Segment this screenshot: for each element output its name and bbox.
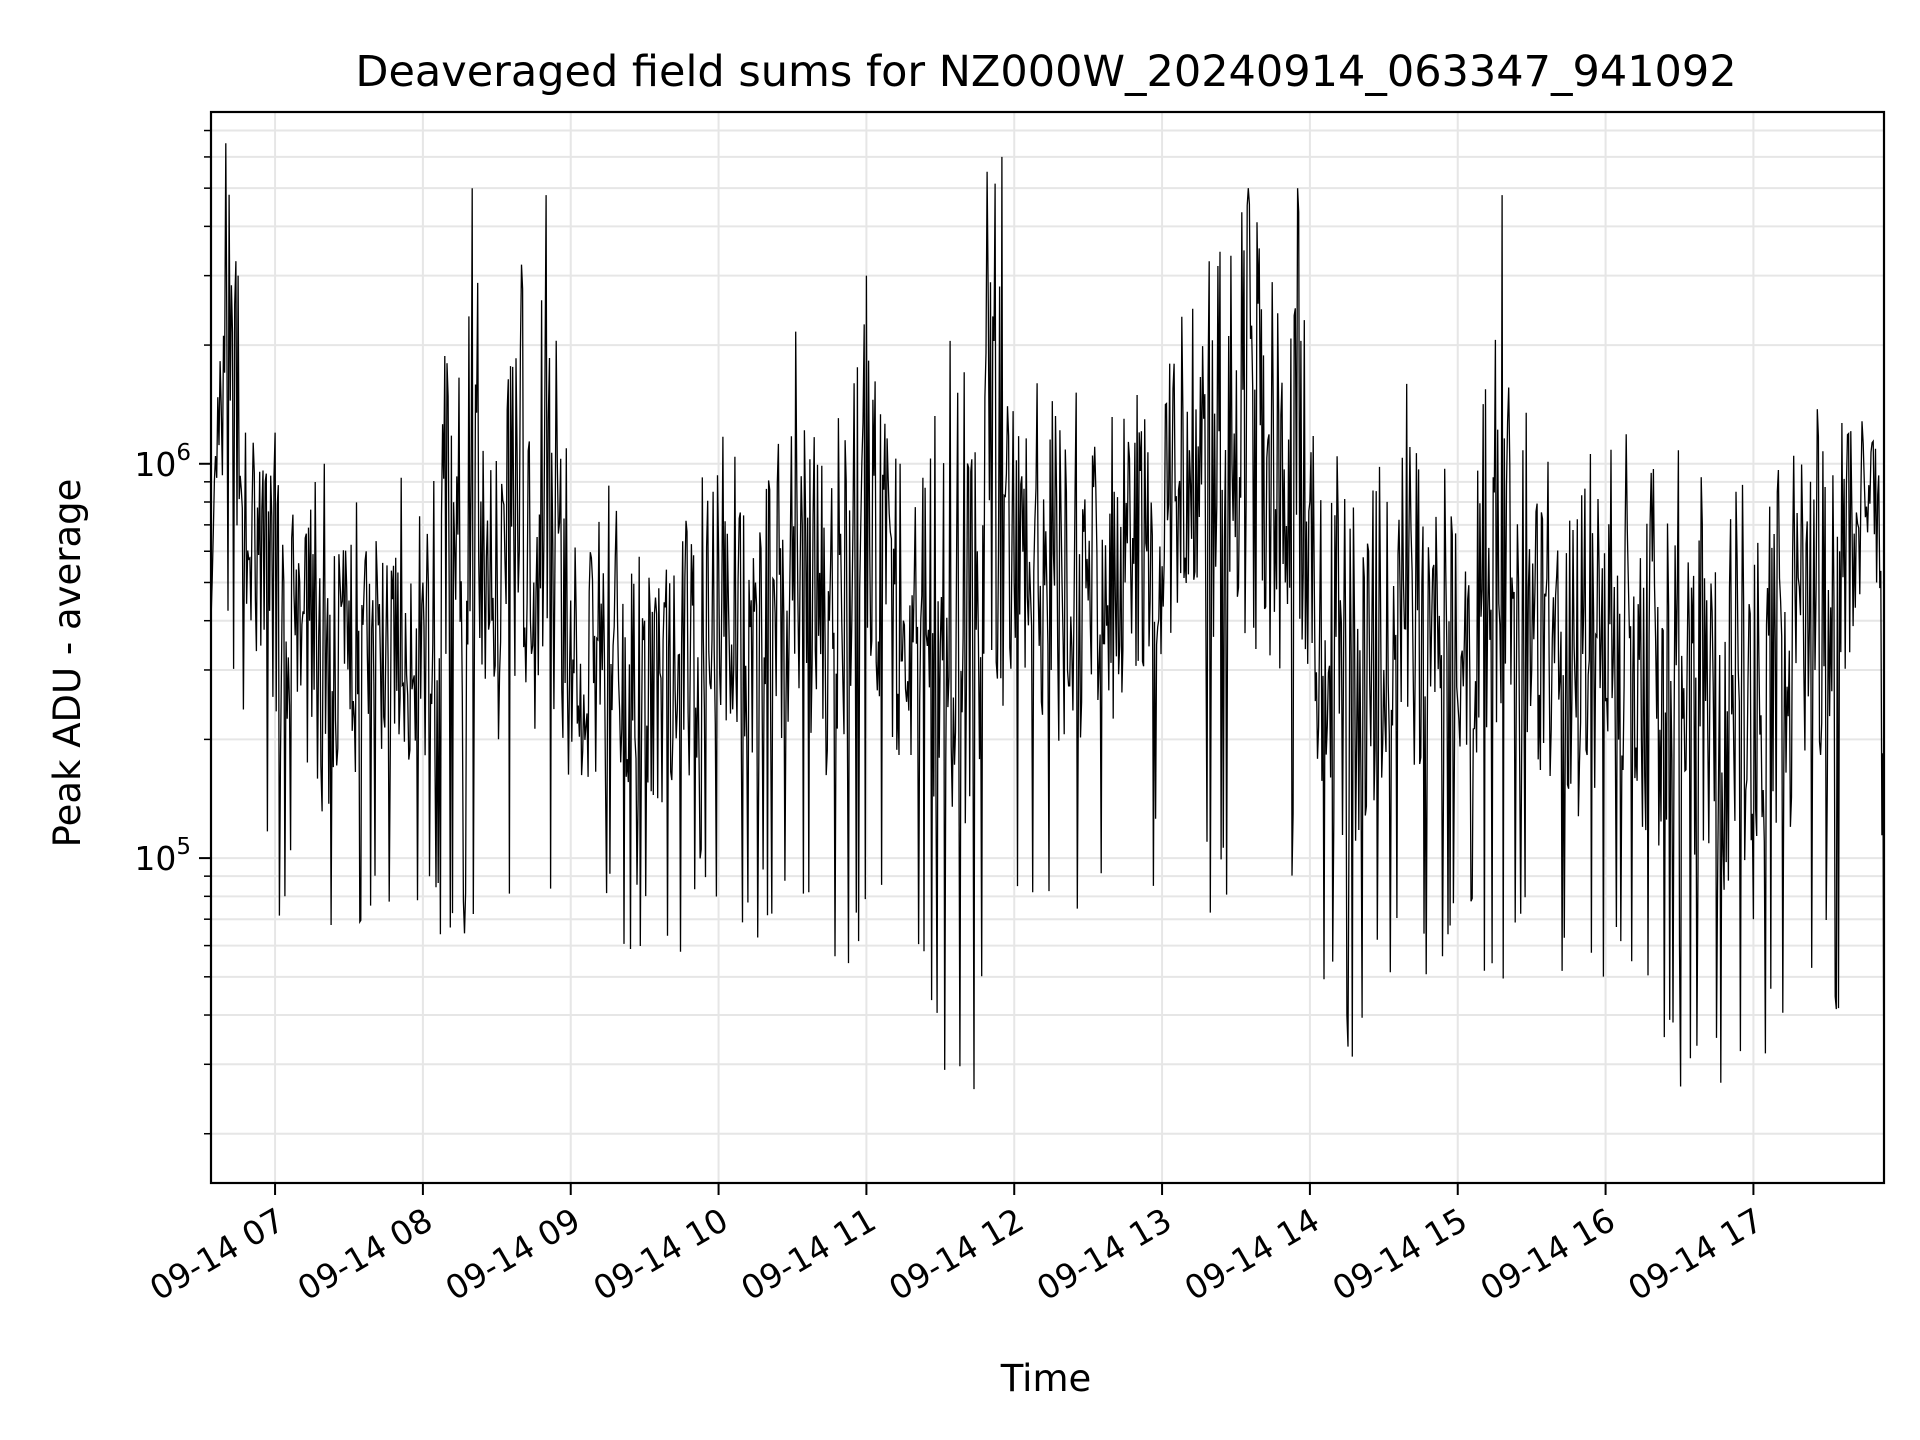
y-axis-label: Peak ADU - average [46,479,89,848]
x-axis-label: Time [1000,1357,1092,1400]
chart-title: Deaveraged field sums for NZ000W_2024091… [355,47,1736,97]
series-line [210,143,1885,1152]
y-tick-label: 105 [134,834,191,878]
y-axis-ticks: 105 106 [134,129,211,1135]
plot-frame [209,110,1886,1185]
y-tick-label: 106 [134,440,191,484]
series-line-group [210,143,1885,1152]
